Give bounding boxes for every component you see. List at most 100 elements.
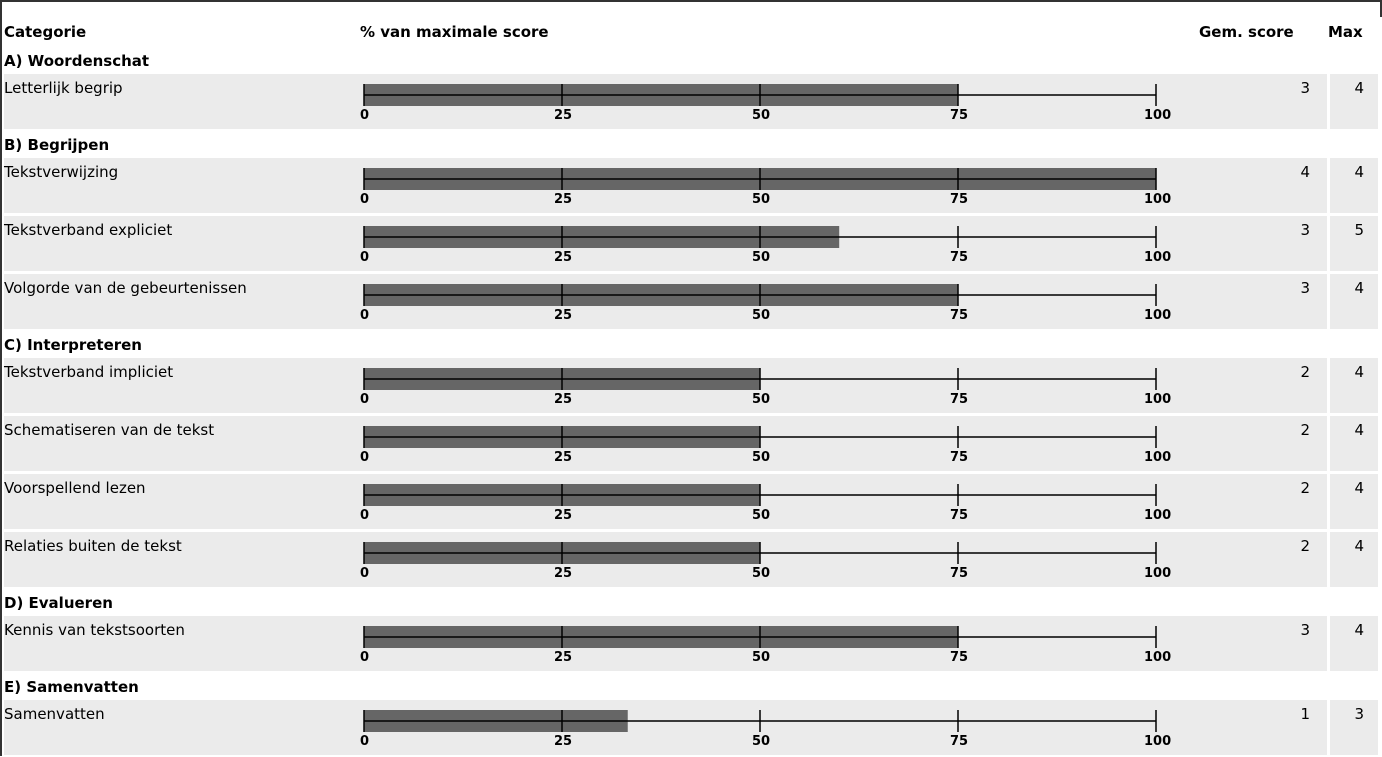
row-label: Letterlijk begrip [4,79,123,97]
axis-tick-label: 50 [752,192,771,207]
axis-tick-label: 100 [1144,308,1172,323]
percent-bar-chart: 0 25 50 75 100 [360,216,1172,271]
category-title: E) Samenvatten [4,678,139,696]
axis-tick-label: 100 [1144,508,1172,523]
axis-tick-label: 75 [950,250,969,265]
axis-tick-label: 0 [360,250,370,265]
average-score: 3 [1300,79,1310,97]
axis-tick-label: 100 [1144,250,1172,265]
axis-tick-label: 50 [752,566,771,581]
axis-tick-label: 50 [752,308,771,323]
frame-border-left [0,0,2,756]
table-row: Tekstverwijzing 0 25 50 75 100 4 4 [4,158,1378,215]
percent-axis [363,368,1157,390]
axis-tick-label: 0 [360,450,370,465]
table-row: Tekstverband impliciet 0 25 50 75 100 2 4 [4,358,1378,415]
axis-tick-label: 0 [360,392,370,407]
axis-tick-label: 0 [360,192,370,207]
percent-axis [363,426,1157,448]
percent-axis [363,484,1157,506]
row-label: Tekstverband impliciet [4,363,174,381]
percent-bar-chart: 0 25 50 75 100 [360,358,1172,413]
max-score: 3 [1354,705,1364,723]
axis-tick-label: 100 [1144,392,1172,407]
percent-bar-chart: 0 25 50 75 100 [360,616,1172,671]
table-row: Letterlijk begrip 0 25 50 75 100 3 4 [4,74,1378,131]
average-score: 2 [1300,537,1310,555]
axis-tick-label: 50 [752,250,771,265]
max-score: 4 [1354,479,1364,497]
axis-tick-label: 25 [554,650,573,665]
percent-bar-chart: 0 25 50 75 100 [360,158,1172,213]
max-score: 4 [1354,621,1364,639]
axis-tick-label: 0 [360,308,370,323]
axis-tick-label: 50 [752,734,771,749]
table-row: Volgorde van de gebeurtenissen 0 25 50 75 100… [4,274,1378,331]
axis-tick-label: 100 [1144,734,1172,749]
percent-bar-chart: 0 25 50 75 100 [360,416,1172,471]
frame-border-top [0,0,1382,2]
category-title: A) Woordenschat [4,52,150,70]
axis-tick-label: 25 [554,508,573,523]
percent-axis [363,710,1157,732]
row-label: Schematiseren van de tekst [4,421,215,439]
percent-bar-chart: 0 25 50 75 100 [360,274,1172,329]
axis-tick-label: 75 [950,392,969,407]
percent-bar-chart: 0 25 50 75 100 [360,532,1172,587]
axis-tick-label: 75 [950,450,969,465]
table-row: Samenvatten 0 25 50 75 100 1 3 [4,700,1378,757]
axis-tick-label: 50 [752,650,771,665]
max-score: 4 [1354,537,1364,555]
category-title: D) Evalueren [4,594,113,612]
axis-tick-label: 75 [950,308,969,323]
table-row: Schematiseren van de tekst 0 25 50 75 100 2 4 [4,416,1378,473]
axis-tick-label: 50 [752,450,771,465]
max-score: 4 [1354,163,1364,181]
percent-axis [363,168,1157,190]
average-score: 4 [1300,163,1310,181]
axis-tick-label: 0 [360,108,370,123]
axis-tick-label: 25 [554,250,573,265]
axis-tick-label: 75 [950,192,969,207]
row-label: Relaties buiten de tekst [4,537,182,555]
row-label: Voorspellend lezen [4,479,146,497]
average-score: 3 [1300,221,1310,239]
average-score: 3 [1300,621,1310,639]
row-label: Kennis van tekstsoorten [4,621,185,639]
percent-bar-chart: 0 25 50 75 100 [360,700,1172,755]
axis-tick-label: 25 [554,108,573,123]
max-score: 4 [1354,279,1364,297]
table-row: Tekstverband expliciet 0 25 50 75 100 3 5 [4,216,1378,273]
percent-axis [363,284,1157,306]
axis-tick-label: 25 [554,566,573,581]
row-label: Tekstverband expliciet [4,221,173,239]
average-score: 2 [1300,421,1310,439]
axis-tick-label: 75 [950,650,969,665]
axis-tick-label: 25 [554,734,573,749]
row-label: Volgorde van de gebeurtenissen [4,279,247,297]
row-background-max [1330,532,1378,587]
percent-axis [363,84,1157,106]
category-title: B) Begrijpen [4,136,110,154]
axis-tick-label: 0 [360,650,370,665]
row-background-max [1330,158,1378,213]
row-background-max [1330,700,1378,755]
table-row: Kennis van tekstsoorten 0 25 50 75 100 3 4 [4,616,1378,673]
axis-tick-label: 100 [1144,192,1172,207]
max-score: 4 [1354,363,1364,381]
average-score: 2 [1300,479,1310,497]
average-score: 1 [1300,705,1310,723]
axis-tick-label: 75 [950,566,969,581]
axis-tick-label: 75 [950,508,969,523]
axis-tick-label: 50 [752,508,771,523]
row-background-max [1330,74,1378,129]
percent-bar-chart: 0 25 50 75 100 [360,74,1172,129]
table-row: Voorspellend lezen 0 25 50 75 100 2 4 [4,474,1378,531]
axis-tick-label: 75 [950,108,969,123]
axis-tick-label: 50 [752,392,771,407]
axis-tick-label: 25 [554,450,573,465]
row-background-max [1330,216,1378,271]
frame-border-right [1380,0,1382,17]
percent-bar-chart: 0 25 50 75 100 [360,474,1172,529]
axis-tick-label: 25 [554,308,573,323]
